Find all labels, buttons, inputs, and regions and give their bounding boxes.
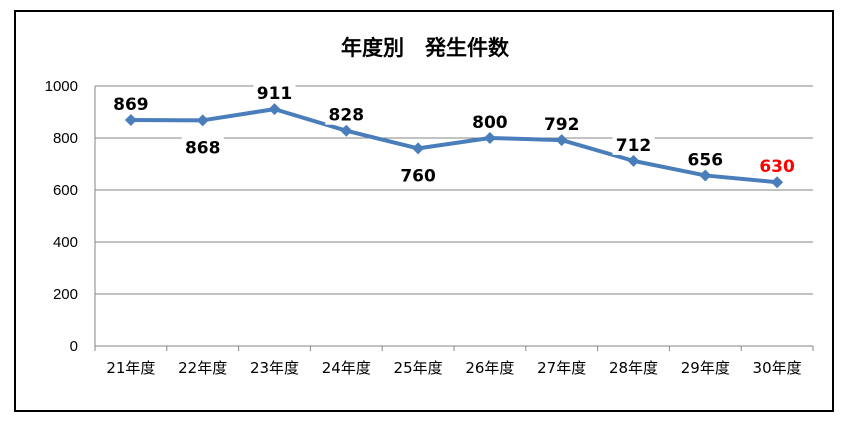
chart-title: 年度別 発生件数 [341,36,510,60]
x-tick-label: 29年度 [681,359,730,377]
data-label: 712 [616,136,652,156]
chart-frame [14,10,834,412]
y-tick-label: 400 [53,234,78,251]
data-label: 869 [113,95,149,115]
data-label-background [397,165,440,186]
series-line [130,107,778,185]
x-tick-label: 27年度 [537,359,586,377]
y-axis-tick-labels: 0 200 400 600 800 1000 [45,78,78,355]
axes [94,86,814,351]
x-tick-label: 30年度 [753,359,802,377]
data-label: 630 [759,157,795,177]
data-label: 800 [472,113,508,133]
data-label-background [181,137,224,158]
data-label-background [612,134,655,155]
data-labels: 869 868 911 828 760 800 792 712 656 630 [109,83,799,186]
data-label-background [684,149,727,170]
x-tick-label: 21年度 [106,359,155,377]
data-point-marker [340,124,353,137]
data-label-background [756,156,799,177]
data-label: 792 [544,115,580,135]
y-tick-label: 1000 [45,78,78,95]
x-tick-label: 28年度 [609,359,658,377]
y-tick-label: 200 [53,286,78,303]
data-label-background [109,94,152,115]
data-point-marker [124,114,137,127]
data-point-marker [771,176,784,189]
data-point-marker [412,142,425,155]
data-label-background [253,83,296,104]
gridlines [95,85,813,295]
data-label: 911 [257,84,293,104]
data-point-marker [483,132,496,144]
x-axis-tick-labels: 21年度 22年度 23年度 24年度 25年度 26年度 27年度 28年度 29年度 30年度 [106,359,801,377]
x-tick-label: 23年度 [250,359,299,377]
data-label-background [325,104,368,125]
data-label: 760 [400,166,436,186]
data-label: 828 [329,106,365,126]
x-tick-label: 24年度 [322,359,371,377]
x-tick-label: 22年度 [178,359,227,377]
x-tick-label: 25年度 [394,359,443,377]
data-point-marker [627,154,640,167]
data-point-marker [268,103,281,116]
data-point-marker [196,114,209,127]
series-line-group [130,107,778,185]
data-point-marker [555,134,568,147]
y-tick-label: 800 [53,130,78,147]
data-point-marker [699,169,712,182]
y-tick-label: 0 [70,338,78,355]
y-tick-label: 600 [53,182,78,199]
data-label: 868 [185,138,221,158]
data-label-background [540,114,583,135]
x-tick-label: 26年度 [465,359,514,377]
data-label: 656 [688,150,724,170]
data-markers [124,103,784,189]
data-label-background [468,112,511,132]
